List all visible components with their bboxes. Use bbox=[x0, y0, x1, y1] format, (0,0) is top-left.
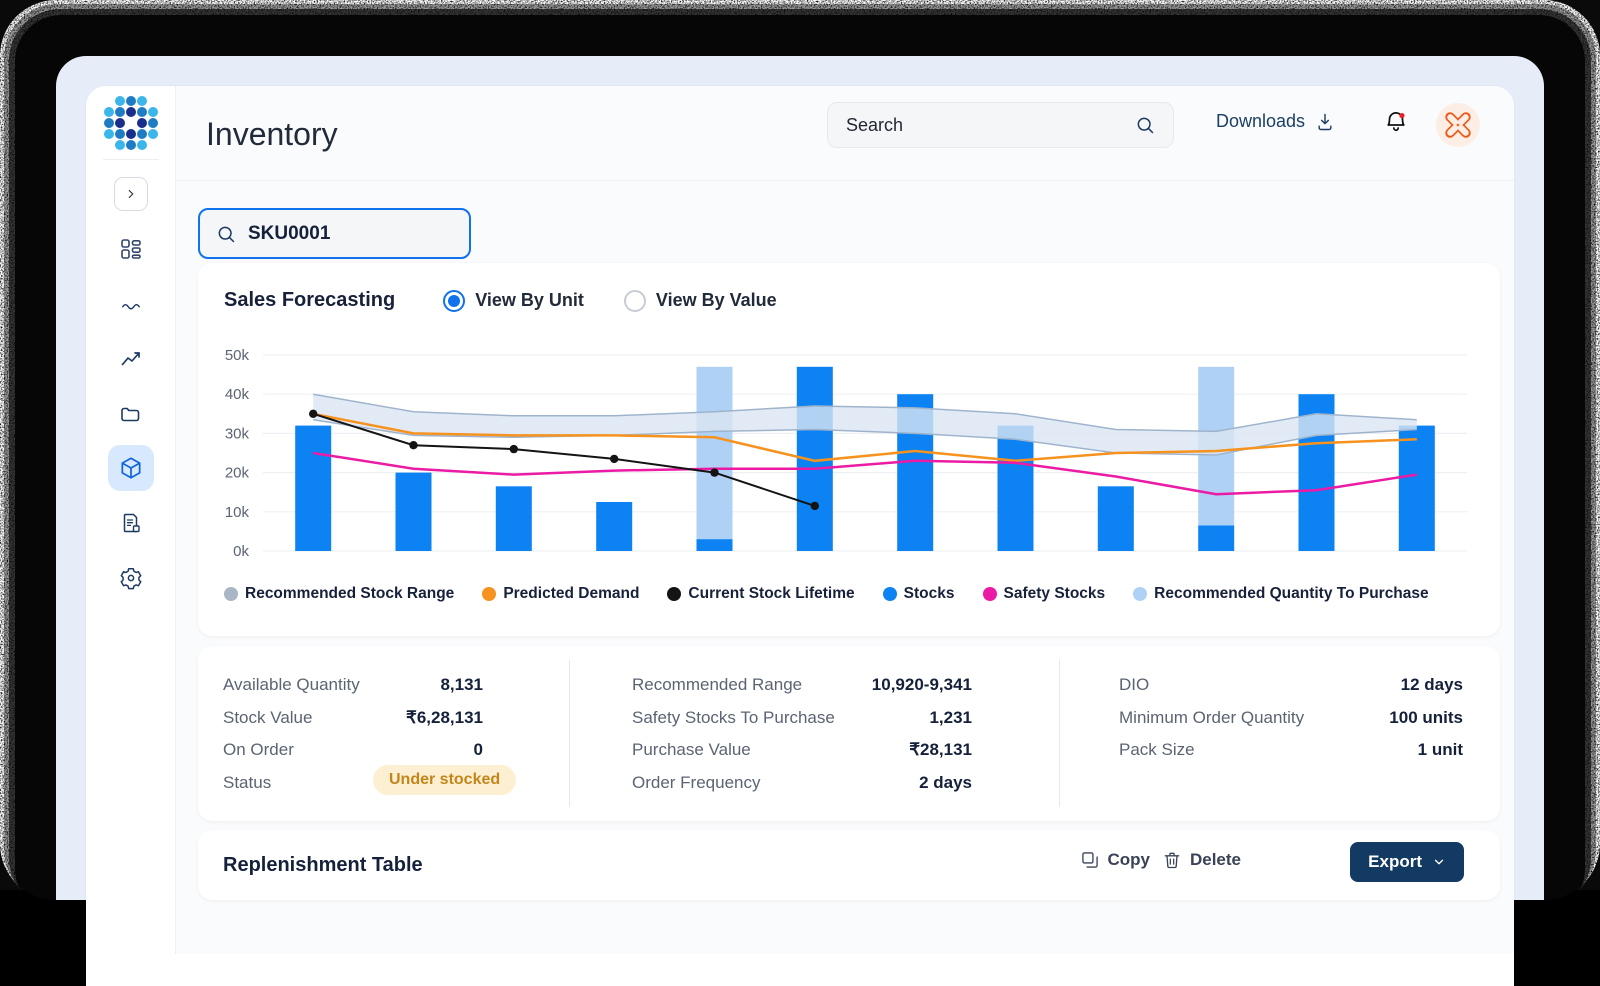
svg-text:Oct: Oct bbox=[1205, 565, 1229, 566]
svg-text:Nov: Nov bbox=[1303, 565, 1330, 566]
svg-text:0k: 0k bbox=[233, 543, 249, 560]
svg-text:Jun: Jun bbox=[803, 565, 827, 566]
svg-text:10k: 10k bbox=[225, 504, 250, 521]
svg-text:Mar: Mar bbox=[501, 565, 527, 566]
svg-text:30k: 30k bbox=[225, 425, 250, 442]
svg-text:40k: 40k bbox=[225, 386, 250, 403]
svg-text:50k: 50k bbox=[225, 347, 250, 364]
svg-text:Jul: Jul bbox=[906, 565, 925, 566]
svg-text:Sep: Sep bbox=[1102, 565, 1129, 566]
svg-text:Apr: Apr bbox=[603, 565, 626, 566]
svg-text:Aug: Aug bbox=[1002, 565, 1029, 566]
svg-text:Feb: Feb bbox=[401, 565, 427, 566]
svg-text:20k: 20k bbox=[225, 465, 250, 482]
svg-text:Jan: Jan bbox=[301, 565, 325, 566]
svg-text:Dec: Dec bbox=[1403, 565, 1430, 566]
svg-text:May: May bbox=[700, 565, 729, 566]
